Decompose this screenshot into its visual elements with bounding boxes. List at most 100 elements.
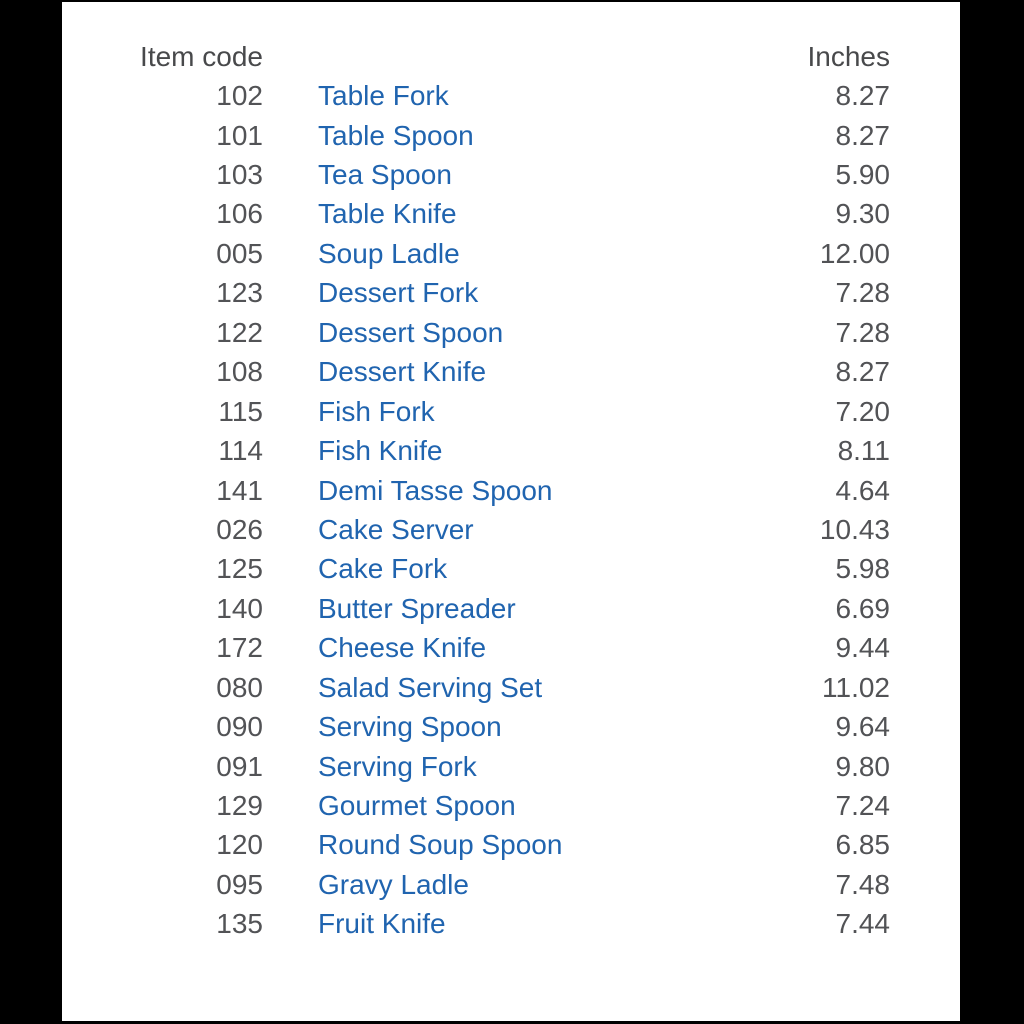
item-name-link[interactable]: Table Knife [318, 198, 457, 230]
item-name-cell: Demi Tasse Spoon [263, 471, 700, 510]
item-inches-cell: 9.80 [835, 750, 891, 782]
letterbox-bar-left [0, 0, 62, 1024]
item-name-cell: Fish Knife [263, 431, 700, 470]
header-inches: Inches [807, 40, 891, 72]
item-name-link[interactable]: Dessert Fork [318, 277, 479, 309]
item-name-link[interactable]: Table Spoon [318, 119, 474, 151]
table-row: 103 Tea Spoon 5.90 [62, 155, 960, 194]
item-inches-cell: 7.28 [835, 277, 891, 309]
table-row: 090 Serving Spoon 9.64 [62, 707, 960, 746]
item-name-cell: Soup Ladle [263, 234, 700, 273]
item-name-cell: Cake Fork [263, 550, 700, 589]
item-name-cell: Serving Fork [263, 747, 700, 786]
item-code-cell: 102 [216, 80, 263, 112]
table-row: 129 Gourmet Spoon 7.24 [62, 786, 960, 825]
item-code-cell: 090 [216, 711, 263, 743]
item-inches-cell: 6.85 [835, 829, 891, 861]
item-name-link[interactable]: Cake Fork [318, 553, 448, 585]
item-code-cell: 122 [216, 316, 263, 348]
header-name-spacer [263, 37, 700, 76]
table-row: 095 Gravy Ladle 7.48 [62, 865, 960, 904]
item-name-cell: Fruit Knife [263, 905, 700, 944]
item-inches-cell: 7.48 [835, 868, 891, 900]
table-row: 005 Soup Ladle 12.00 [62, 234, 960, 273]
table-row: 140 Butter Spreader 6.69 [62, 589, 960, 628]
item-code-cell: 123 [216, 277, 263, 309]
item-name-link[interactable]: Gravy Ladle [318, 868, 469, 900]
item-inches-cell: 9.44 [835, 632, 891, 664]
table-row: 102 Table Fork 8.27 [62, 76, 960, 115]
item-code-cell: 141 [216, 474, 263, 506]
table-row: 091 Serving Fork 9.80 [62, 747, 960, 786]
table-header-row: Item code Inches [62, 37, 960, 76]
item-name-cell: Table Spoon [263, 116, 700, 155]
item-code-cell: 091 [216, 750, 263, 782]
table-row: 026 Cake Server 10.43 [62, 510, 960, 549]
item-name-link[interactable]: Dessert Spoon [318, 316, 504, 348]
letterbox-bar-right [960, 0, 1024, 1024]
size-chart-page: Item code Inches 102 Table Fork 8.27 101… [62, 2, 960, 1021]
item-code-cell: 114 [218, 435, 263, 467]
table-row: 125 Cake Fork 5.98 [62, 550, 960, 589]
item-name-link[interactable]: Serving Spoon [318, 711, 502, 743]
item-inches-cell: 5.98 [835, 553, 891, 585]
item-name-link[interactable]: Table Fork [318, 80, 449, 112]
item-inches-cell: 11.02 [822, 671, 890, 703]
table-row: 115 Fish Fork 7.20 [62, 392, 960, 431]
item-name-link[interactable]: Fish Knife [318, 435, 443, 467]
item-code-cell: 172 [216, 632, 263, 664]
table-row: 122 Dessert Spoon 7.28 [62, 313, 960, 352]
item-inches-cell: 8.11 [837, 435, 890, 467]
item-name-cell: Fish Fork [263, 392, 700, 431]
item-name-link[interactable]: Fruit Knife [318, 908, 446, 940]
table-row: 120 Round Soup Spoon 6.85 [62, 826, 960, 865]
item-name-link[interactable]: Serving Fork [318, 750, 477, 782]
item-code-cell: 095 [216, 868, 263, 900]
item-inches-cell: 7.44 [835, 908, 891, 940]
item-code-cell: 106 [216, 198, 263, 230]
item-name-link[interactable]: Cake Server [318, 513, 474, 545]
item-code-cell: 026 [216, 513, 263, 545]
item-name-link[interactable]: Fish Fork [318, 395, 435, 427]
item-name-cell: Gourmet Spoon [263, 786, 700, 825]
item-code-cell: 101 [216, 119, 263, 151]
table-row: 108 Dessert Knife 8.27 [62, 353, 960, 392]
item-inches-cell: 7.28 [835, 316, 891, 348]
table-row: 172 Cheese Knife 9.44 [62, 629, 960, 668]
table-row: 114 Fish Knife 8.11 [62, 431, 960, 470]
item-name-cell: Salad Serving Set [263, 668, 700, 707]
item-code-cell: 108 [216, 356, 263, 388]
item-name-link[interactable]: Soup Ladle [318, 237, 460, 269]
item-name-link[interactable]: Dessert Knife [318, 356, 487, 388]
table-row: 106 Table Knife 9.30 [62, 195, 960, 234]
item-name-cell: Butter Spreader [263, 589, 700, 628]
table-row: 080 Salad Serving Set 11.02 [62, 668, 960, 707]
item-inches-cell: 4.64 [835, 474, 891, 506]
item-name-link[interactable]: Round Soup Spoon [318, 829, 563, 861]
item-inches-cell: 8.27 [835, 119, 891, 151]
item-code-cell: 103 [216, 159, 263, 191]
item-name-link[interactable]: Gourmet Spoon [318, 790, 516, 822]
item-name-cell: Gravy Ladle [263, 865, 700, 904]
item-inches-cell: 6.69 [835, 592, 891, 624]
item-inches-cell: 8.27 [835, 80, 891, 112]
table-row: 123 Dessert Fork 7.28 [62, 274, 960, 313]
item-name-cell: Dessert Fork [263, 274, 700, 313]
item-name-link[interactable]: Demi Tasse Spoon [318, 474, 553, 506]
item-name-link[interactable]: Butter Spreader [318, 592, 516, 624]
item-name-cell: Cheese Knife [263, 629, 700, 668]
item-name-cell: Table Fork [263, 76, 700, 115]
item-name-link[interactable]: Cheese Knife [318, 632, 487, 664]
item-code-cell: 129 [216, 790, 263, 822]
item-inches-cell: 9.30 [835, 198, 891, 230]
item-name-cell: Dessert Knife [263, 353, 700, 392]
item-name-link[interactable]: Tea Spoon [318, 159, 452, 191]
item-name-cell: Tea Spoon [263, 155, 700, 194]
item-code-cell: 135 [216, 908, 263, 940]
item-name-link[interactable]: Salad Serving Set [318, 671, 543, 703]
item-name-cell: Table Knife [263, 195, 700, 234]
table-row: 135 Fruit Knife 7.44 [62, 905, 960, 944]
size-chart-table: Item code Inches 102 Table Fork 8.27 101… [62, 37, 960, 944]
header-item-code: Item code [140, 40, 263, 72]
